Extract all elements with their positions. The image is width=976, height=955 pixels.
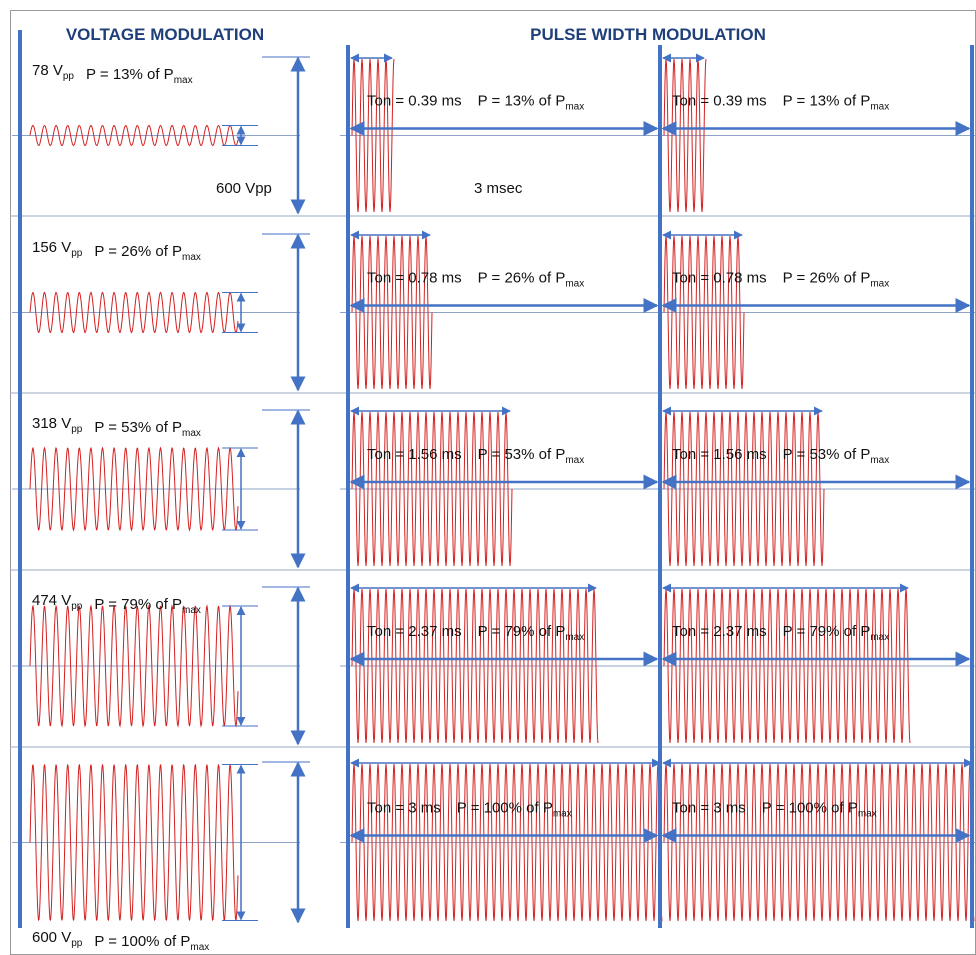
label: 156 Vpp P = 26% of Pmax: [32, 239, 201, 263]
label: Ton = 1.56 ms P = 53% of Pmax: [367, 446, 584, 466]
subscript: max: [565, 455, 584, 466]
subscript: max: [182, 428, 201, 439]
subscript: max: [858, 809, 877, 820]
period-label: 3 msec: [474, 180, 523, 197]
label-part: Ton = 3 ms: [672, 800, 746, 817]
label: 474 Vpp P = 79% of Pmax: [32, 592, 201, 616]
label: Ton = 1.56 ms P = 53% of Pmax: [672, 446, 889, 466]
label-part: 318 V: [32, 415, 71, 432]
label-part: Ton = 1.56 ms: [672, 446, 767, 463]
sine-wave: [29, 124, 239, 147]
label-part: Ton = 3 ms: [367, 800, 441, 817]
label-part: P = 26% of P: [94, 243, 182, 260]
label-part: Ton = 0.39 ms: [367, 93, 462, 110]
pwm-header: PULSE WIDTH MODULATION: [530, 25, 766, 44]
label-part: P = 79% of P: [478, 623, 566, 640]
label-part: Ton = 2.37 ms: [367, 623, 462, 640]
burst-wave: [663, 588, 911, 744]
label-part: P = 100% of P: [762, 800, 858, 817]
label-part: P = 13% of P: [478, 93, 566, 110]
label-part: P = 53% of P: [478, 446, 566, 463]
label-part: P = 13% of P: [783, 93, 871, 110]
label: Ton = 0.78 ms P = 26% of Pmax: [367, 270, 584, 290]
label: Ton = 0.39 ms P = 13% of Pmax: [672, 93, 889, 113]
burst-wave: [351, 235, 433, 390]
label-part: P = 53% of P: [94, 419, 182, 436]
subscript: max: [182, 605, 201, 616]
sine-wave: [29, 291, 239, 334]
label-part: P = 100% of P: [94, 933, 190, 950]
subscript: pp: [71, 601, 83, 612]
subscript: max: [870, 102, 889, 113]
burst-wave: [351, 763, 663, 922]
subscript: pp: [71, 248, 83, 259]
label-part: Ton = 0.78 ms: [672, 270, 767, 287]
label-part: 156 V: [32, 239, 71, 256]
subscript: max: [565, 102, 584, 113]
burst-wave: [351, 588, 599, 744]
label-part: P = 26% of P: [783, 270, 871, 287]
subscript: pp: [63, 71, 75, 82]
burst-wave: [663, 58, 707, 213]
label-part: P = 79% of P: [94, 596, 182, 613]
subscript: max: [565, 279, 584, 290]
subscript: max: [190, 942, 209, 953]
subscript: max: [870, 632, 889, 643]
label-part: P = 53% of P: [783, 446, 871, 463]
label: 318 Vpp P = 53% of Pmax: [32, 415, 201, 439]
sine-wave: [29, 763, 239, 922]
label-part: Ton = 2.37 ms: [672, 623, 767, 640]
label: 78 Vpp P = 13% of Pmax: [32, 62, 193, 86]
subscript: pp: [71, 938, 83, 949]
label: Ton = 0.39 ms P = 13% of Pmax: [367, 93, 584, 113]
burst-wave: [351, 58, 395, 213]
label-part: Ton = 0.78 ms: [367, 270, 462, 287]
voltage-header: VOLTAGE MODULATION: [66, 25, 264, 44]
subscript: max: [870, 279, 889, 290]
label-part: P = 13% of P: [86, 66, 174, 83]
subscript: max: [870, 455, 889, 466]
label: Ton = 2.37 ms P = 79% of Pmax: [367, 623, 584, 643]
sine-wave: [29, 604, 239, 728]
label-part: 600 V: [32, 929, 71, 946]
label: Ton = 0.78 ms P = 26% of Pmax: [672, 270, 889, 290]
label-part: Ton = 0.39 ms: [672, 93, 767, 110]
label-part: P = 79% of P: [783, 623, 871, 640]
label: 600 Vpp P = 100% of Pmax: [32, 929, 209, 953]
full-scale-label: 600 Vpp: [216, 180, 272, 197]
label-part: P = 26% of P: [478, 270, 566, 287]
subscript: pp: [71, 424, 83, 435]
label: Ton = 2.37 ms P = 79% of Pmax: [672, 623, 889, 643]
burst-wave: [663, 235, 745, 390]
label-part: Ton = 1.56 ms: [367, 446, 462, 463]
burst-wave: [663, 763, 975, 922]
subscript: max: [174, 75, 193, 86]
label: Ton = 3 ms P = 100% of Pmax: [367, 800, 572, 820]
burst-wave: [351, 411, 513, 567]
label-part: 474 V: [32, 592, 71, 609]
label-part: 78 V: [32, 62, 63, 79]
subscript: max: [565, 632, 584, 643]
burst-wave: [663, 411, 825, 567]
label-part: P = 100% of P: [457, 800, 553, 817]
subscript: max: [182, 252, 201, 263]
label: Ton = 3 ms P = 100% of Pmax: [672, 800, 877, 820]
sine-wave: [29, 446, 239, 532]
subscript: max: [553, 809, 572, 820]
